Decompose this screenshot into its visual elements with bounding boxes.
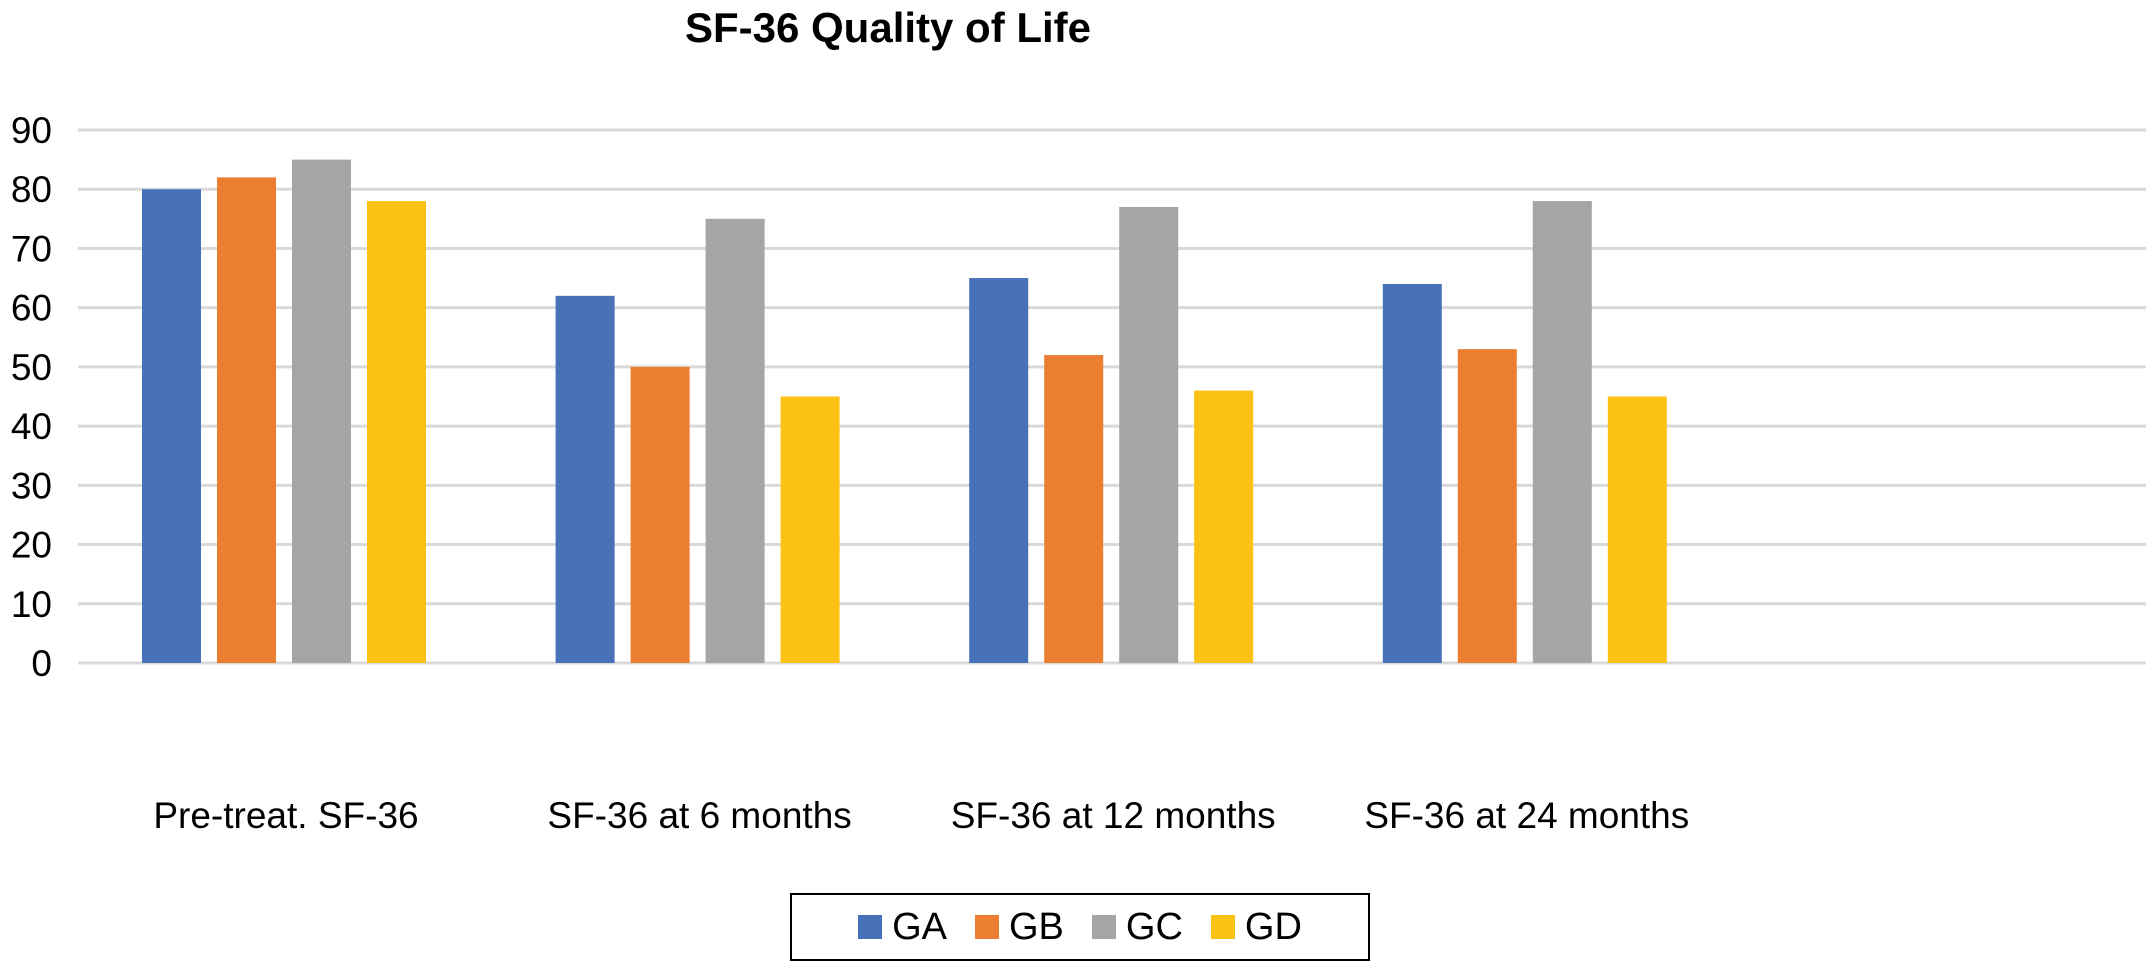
y-tick-label: 50 [11, 347, 52, 388]
bar-ga [142, 189, 201, 663]
legend-swatch [858, 915, 883, 939]
legend-label: GB [1009, 905, 1064, 948]
bar-gb [630, 366, 690, 663]
bar-gb [1044, 355, 1104, 663]
bar-gc [1119, 206, 1179, 663]
legend-swatch [1210, 915, 1235, 939]
bar-gb [1457, 349, 1517, 663]
bar-gc [292, 159, 351, 663]
legend-swatch [975, 915, 999, 939]
y-tick-label: 70 [11, 228, 52, 269]
y-tick-label: 30 [11, 465, 52, 506]
y-tick-label: 80 [11, 169, 52, 210]
bar-gd [1607, 396, 1667, 663]
y-tick-label: 10 [11, 584, 52, 625]
bar-gb [217, 177, 276, 663]
legend-item: GA [858, 906, 947, 949]
legend-item: GD [1210, 905, 1302, 949]
bar-ga [1382, 283, 1442, 663]
y-tick-label: 20 [11, 525, 52, 566]
bar-gd [780, 396, 840, 663]
x-tick-label: SF-36 at 12 months [951, 795, 1276, 836]
bar-gc [705, 218, 765, 664]
bar-ga [969, 278, 1029, 663]
chart-title: SF-36 Quality of Life [684, 4, 1092, 51]
legend-item: GC [1091, 905, 1183, 949]
x-tick-label: SF-36 at 6 months [547, 795, 851, 836]
legend-label: GD [1244, 905, 1302, 948]
bar-ga [555, 295, 615, 663]
x-tick-label: Pre-treat. SF-36 [153, 795, 418, 836]
legend-swatch [1091, 915, 1116, 939]
bar-gd [367, 201, 426, 664]
legend: GA GB GC GD [790, 893, 1370, 961]
legend-label: GA [892, 905, 947, 948]
y-tick-label: 60 [11, 288, 52, 329]
bar-gd [1194, 390, 1254, 663]
bar-gc [1532, 201, 1592, 664]
x-tick-label: SF-36 at 24 months [1364, 795, 1689, 836]
y-tick-label: 90 [11, 110, 52, 151]
legend-item: GB [975, 906, 1064, 949]
y-tick-label: 40 [11, 406, 52, 447]
y-tick-label: 0 [31, 643, 52, 684]
legend-label: GC [1125, 905, 1183, 948]
